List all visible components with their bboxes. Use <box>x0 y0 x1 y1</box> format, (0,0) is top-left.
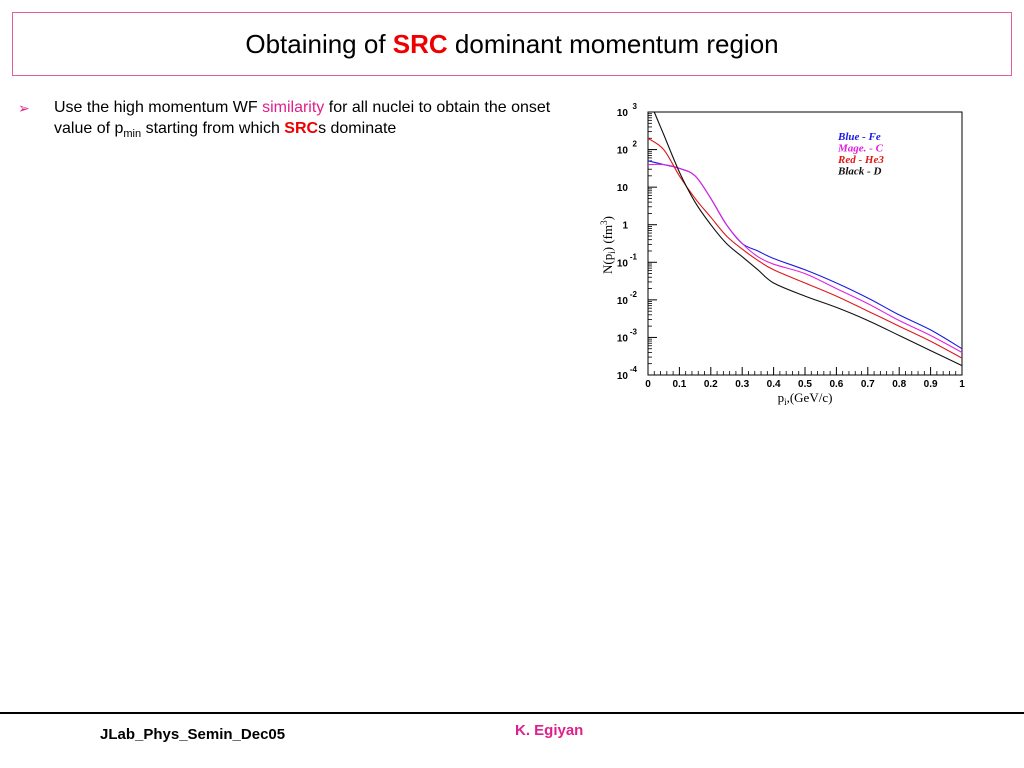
x-axis-label: pi,(GeV/c) <box>778 390 833 407</box>
y-tick-exponent: -1 <box>630 252 638 261</box>
x-tick-label: 0.3 <box>735 379 749 390</box>
footer-author: K. Egiyan <box>515 722 584 739</box>
series-lines <box>647 111 963 367</box>
y-tick-exponent: -2 <box>630 290 638 299</box>
bullet-highlight: similarity <box>262 99 325 116</box>
y-tick-exponent: 2 <box>633 140 638 149</box>
x-axis-ticks: 0 0.1 0.2 0.3 0.4 0.5 0.6 0.7 0.8 0.9 1 <box>645 367 965 390</box>
x-tick-label: 0 <box>645 379 651 390</box>
title-prefix: Obtaining of <box>245 28 393 59</box>
series-line-2 <box>647 163 963 353</box>
slide-title: Obtaining of SRC dominant momentum regio… <box>12 12 1012 76</box>
y-tick-label: 10 <box>617 258 629 269</box>
bullet-text-part4: s dominate <box>318 119 397 137</box>
bullet-text: Use the high momentum WF similarity for … <box>54 98 558 141</box>
x-tick-label: 0.5 <box>798 379 812 390</box>
bullet-text-part3: starting from which <box>141 119 285 137</box>
y-axis-label-main: N(p <box>600 254 615 274</box>
bullet-point: ➢ Use the high momentum WF similarity fo… <box>18 98 558 141</box>
y-tick-label: 10 <box>617 108 629 119</box>
plot-border <box>647 111 963 376</box>
y-axis-label-end: ) <box>600 216 615 220</box>
legend-entry: Black - D <box>837 166 881 178</box>
bullet-subscript: min <box>123 127 142 140</box>
x-tick-label: 0.2 <box>704 379 718 390</box>
series-line-1 <box>647 160 963 350</box>
x-axis-label-sub: i <box>784 397 787 407</box>
x-axis-label-end: ,(GeV/c) <box>787 390 833 405</box>
legend-entry: Mage. - C <box>837 143 884 155</box>
y-tick-label: 10 <box>617 296 629 307</box>
legend-entry: Red - He3 <box>837 154 884 166</box>
y-tick-label: 10 <box>617 146 629 157</box>
x-tick-label: 0.6 <box>829 379 843 390</box>
x-tick-label: 0.1 <box>672 379 686 390</box>
plot-frame <box>647 111 963 376</box>
y-axis-label-mid: ) (fm <box>600 225 615 251</box>
x-axis-label-main: p <box>778 390 785 405</box>
x-tick-label: 0.8 <box>892 379 906 390</box>
series-line-3 <box>647 137 963 359</box>
y-tick-label: 10 <box>617 183 629 194</box>
legend-entry: Blue - Fe <box>837 131 881 143</box>
y-axis-label-sup: 3 <box>599 220 609 225</box>
bullet-text-part2: for all nuclei to obtain the onset value… <box>54 99 555 137</box>
y-tick-label: 10 <box>617 371 629 382</box>
title-suffix: dominant momentum region <box>447 28 779 59</box>
x-tick-label: 1 <box>959 379 965 390</box>
y-tick-label: 10 <box>617 333 629 344</box>
y-tick-exponent: -4 <box>630 365 638 374</box>
footer-divider <box>0 712 1024 714</box>
y-axis-label-sub: i <box>607 251 617 254</box>
bullet-text-part1: Use the high momentum WF <box>54 99 263 116</box>
arrow-bullet-icon: ➢ <box>18 100 30 116</box>
x-tick-label: 0.7 <box>861 379 875 390</box>
y-tick-exponent: 3 <box>633 102 638 111</box>
y-tick-label: 1 <box>622 221 628 232</box>
y-axis-label: N(pi) (fm3) <box>599 216 617 274</box>
x-tick-label: 0.4 <box>767 379 781 390</box>
y-tick-exponent: -3 <box>630 327 638 336</box>
title-accent: SRC <box>392 28 448 59</box>
bullet-accent: SRC <box>284 119 319 137</box>
series-line-4 <box>653 111 963 367</box>
x-tick-label: 0.9 <box>924 379 938 390</box>
footer-event: JLab_Phys_Semin_Dec05 <box>100 726 286 743</box>
